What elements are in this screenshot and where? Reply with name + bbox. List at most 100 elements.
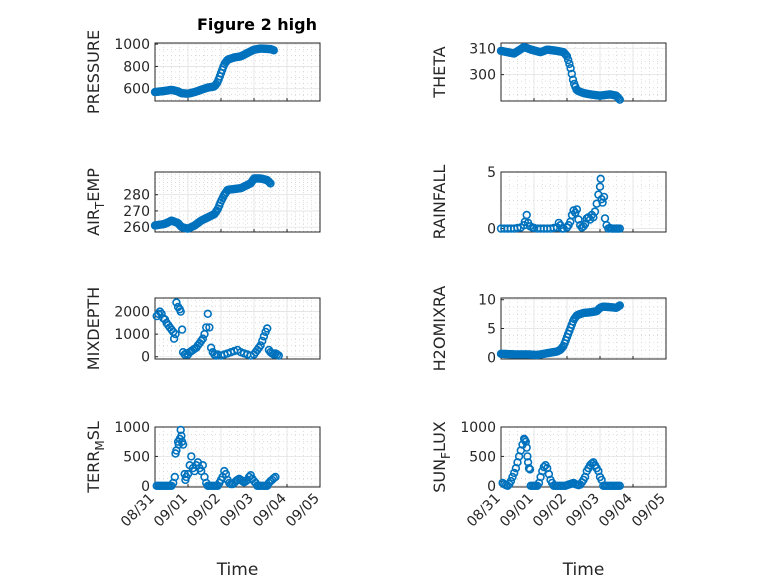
y-tick-label: 500 <box>123 449 150 465</box>
data-point <box>202 323 211 332</box>
data-point <box>176 425 185 435</box>
data-point <box>198 461 208 470</box>
data-point <box>596 174 605 184</box>
data-point <box>521 437 530 446</box>
data-point <box>256 341 265 350</box>
x-tick-label: 08/31 <box>464 491 504 531</box>
x-tick-label: 09/04 <box>596 490 636 530</box>
data-point <box>522 443 531 452</box>
axes-box <box>154 426 321 488</box>
x-tick-label: 09/05 <box>283 491 323 531</box>
figure-title: Figure 2 high <box>197 15 317 34</box>
y-tick-label: 280 <box>123 188 150 204</box>
data-point <box>269 474 278 483</box>
data-point <box>513 223 522 233</box>
data-point <box>566 63 575 73</box>
data-point <box>557 343 567 352</box>
x-tick-label: 09/05 <box>629 491 669 531</box>
data-point <box>274 351 283 360</box>
axes-box <box>154 171 321 233</box>
axes-box <box>500 171 667 233</box>
y-tick-label: 1000 <box>114 420 150 436</box>
data-point <box>203 309 213 318</box>
x-tick-label: 09/02 <box>184 491 224 531</box>
y-axis-label: RAINFALL <box>430 165 449 240</box>
data-point <box>177 431 186 440</box>
data-point <box>258 336 267 346</box>
y-axis-label: THETA <box>430 46 449 98</box>
y-tick-label: 270 <box>123 204 150 220</box>
y-axis-label: TERRMSL <box>84 421 107 494</box>
x-tick-label: 08/31 <box>118 491 158 531</box>
y-tick-label: 310 <box>469 41 496 57</box>
data-point <box>567 69 576 79</box>
y-tick-label: 1000 <box>460 420 496 436</box>
y-tick-label: 5 <box>487 165 496 181</box>
data-point <box>615 95 624 104</box>
data-point <box>205 323 214 332</box>
data-point <box>572 205 582 214</box>
data-point <box>563 55 573 65</box>
y-tick-label: 300 <box>469 68 496 84</box>
y-tick-label: 260 <box>123 220 150 236</box>
y-axis-label: PRESSURE <box>84 30 103 114</box>
data-point <box>595 182 605 191</box>
data-point <box>522 210 531 220</box>
y-axis-label: H2OMIXRA <box>430 286 449 372</box>
y-tick-label: 500 <box>469 449 496 465</box>
data-point <box>171 329 180 339</box>
y-tick-label: 10 <box>478 293 496 309</box>
data-point <box>506 476 516 486</box>
data-point <box>176 307 185 316</box>
data-point <box>590 207 600 216</box>
y-axis-label: SUNFLUX <box>430 421 453 493</box>
x-tick-label: 09/03 <box>563 491 603 531</box>
data-point <box>599 192 609 202</box>
data-point <box>178 440 188 449</box>
subplot-row3-right: 0 5 10 H2OMIXRA <box>430 286 667 372</box>
y-tick-label: 5 <box>487 322 496 338</box>
y-tick-label: 2000 <box>114 305 150 321</box>
data-point <box>271 472 280 482</box>
data-point <box>562 51 572 61</box>
x-tick-label: 09/01 <box>151 491 191 531</box>
data-point <box>169 334 179 343</box>
subplot-row3-left: 0 1000 2000 MIXDEPTH <box>84 287 321 370</box>
data-point <box>615 224 624 233</box>
y-tick-label: 1000 <box>114 327 150 343</box>
data-point <box>615 481 624 490</box>
data-point <box>615 301 624 310</box>
y-tick-label: 0 <box>141 350 150 366</box>
y-axis-label: MIXDEPTH <box>84 287 103 370</box>
data-point <box>549 223 558 233</box>
data-point <box>600 214 610 223</box>
data-point <box>259 332 269 341</box>
data-point <box>198 334 208 343</box>
axes-box <box>154 297 321 360</box>
data-point <box>614 93 623 103</box>
data-point <box>598 198 607 207</box>
y-tick-label: 1000 <box>114 37 150 53</box>
axes-box <box>500 42 667 102</box>
data-point <box>183 469 193 479</box>
x-tick-label: 09/01 <box>497 491 537 531</box>
y-tick-label: 600 <box>123 82 150 98</box>
x-tick-label: 09/03 <box>217 491 257 531</box>
y-tick-label: 0 <box>487 350 496 366</box>
subplot-row1-right: 300 310 THETA <box>430 41 667 104</box>
data-point <box>568 75 578 84</box>
x-axis-label: Time <box>216 560 259 580</box>
y-tick-label: 0 <box>141 479 150 495</box>
x-tick-label: 09/04 <box>250 490 290 530</box>
y-tick-label: 0 <box>487 222 496 238</box>
data-point <box>263 324 272 333</box>
data-point <box>524 464 534 473</box>
y-tick-label: 0 <box>487 479 496 495</box>
data-point <box>187 452 196 461</box>
subplot-row2-right: 0 5 RAINFALL <box>430 165 667 240</box>
data-point <box>525 465 535 474</box>
data-point <box>565 59 574 69</box>
